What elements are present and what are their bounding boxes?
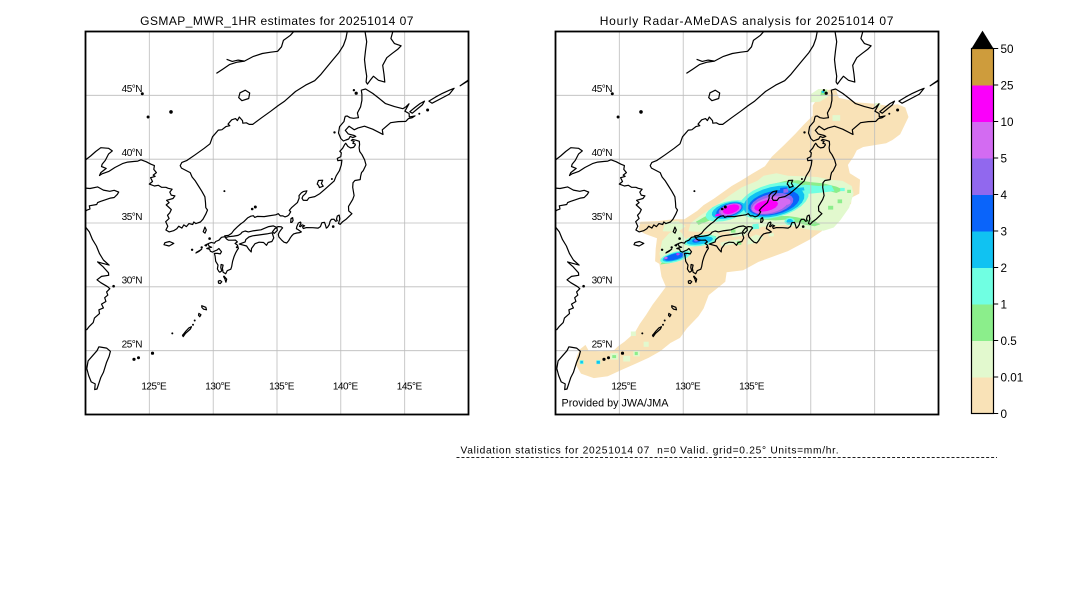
- svg-text:30°N: 30°N: [122, 276, 143, 287]
- svg-text:Provided by JWA/JMA: Provided by JWA/JMA: [562, 398, 670, 410]
- svg-text:0.01: 0.01: [1001, 372, 1024, 385]
- svg-text:50: 50: [1001, 43, 1015, 56]
- svg-text:130°E: 130°E: [205, 381, 231, 392]
- svg-text:1: 1: [1001, 299, 1008, 312]
- svg-text:4: 4: [1001, 189, 1008, 202]
- svg-text:125°E: 125°E: [141, 381, 167, 392]
- svg-text:0.5: 0.5: [1001, 335, 1018, 348]
- svg-text:45°N: 45°N: [592, 84, 613, 95]
- svg-text:Hourly Radar-AMeDAS analysis f: Hourly Radar-AMeDAS analysis for 2025101…: [600, 14, 894, 28]
- svg-text:45°N: 45°N: [122, 84, 143, 95]
- svg-text:145°E: 145°E: [397, 381, 423, 392]
- svg-text:40°N: 40°N: [592, 148, 613, 159]
- svg-text:130°E: 130°E: [675, 381, 701, 392]
- svg-text:140°E: 140°E: [333, 381, 359, 392]
- svg-text:3: 3: [1001, 226, 1008, 239]
- svg-text:125°E: 125°E: [611, 381, 637, 392]
- svg-text:25: 25: [1001, 80, 1015, 93]
- svg-text:135°E: 135°E: [739, 381, 765, 392]
- svg-text:35°N: 35°N: [592, 212, 613, 223]
- svg-text:30°N: 30°N: [592, 276, 613, 287]
- svg-text:10: 10: [1001, 116, 1015, 129]
- svg-text:135°E: 135°E: [269, 381, 295, 392]
- svg-text:35°N: 35°N: [122, 212, 143, 223]
- svg-text:0: 0: [1001, 408, 1008, 421]
- svg-text:25°N: 25°N: [592, 340, 613, 351]
- svg-text:2: 2: [1001, 262, 1008, 275]
- svg-text:GSMAP_MWR_1HR estimates for 20: GSMAP_MWR_1HR estimates for 20251014 07: [140, 14, 414, 28]
- svg-text:25°N: 25°N: [122, 340, 143, 351]
- svg-text:5: 5: [1001, 153, 1008, 166]
- svg-text:Validation statistics for 2025: Validation statistics for 20251014 07 n=…: [461, 445, 840, 456]
- svg-text:40°N: 40°N: [122, 148, 143, 159]
